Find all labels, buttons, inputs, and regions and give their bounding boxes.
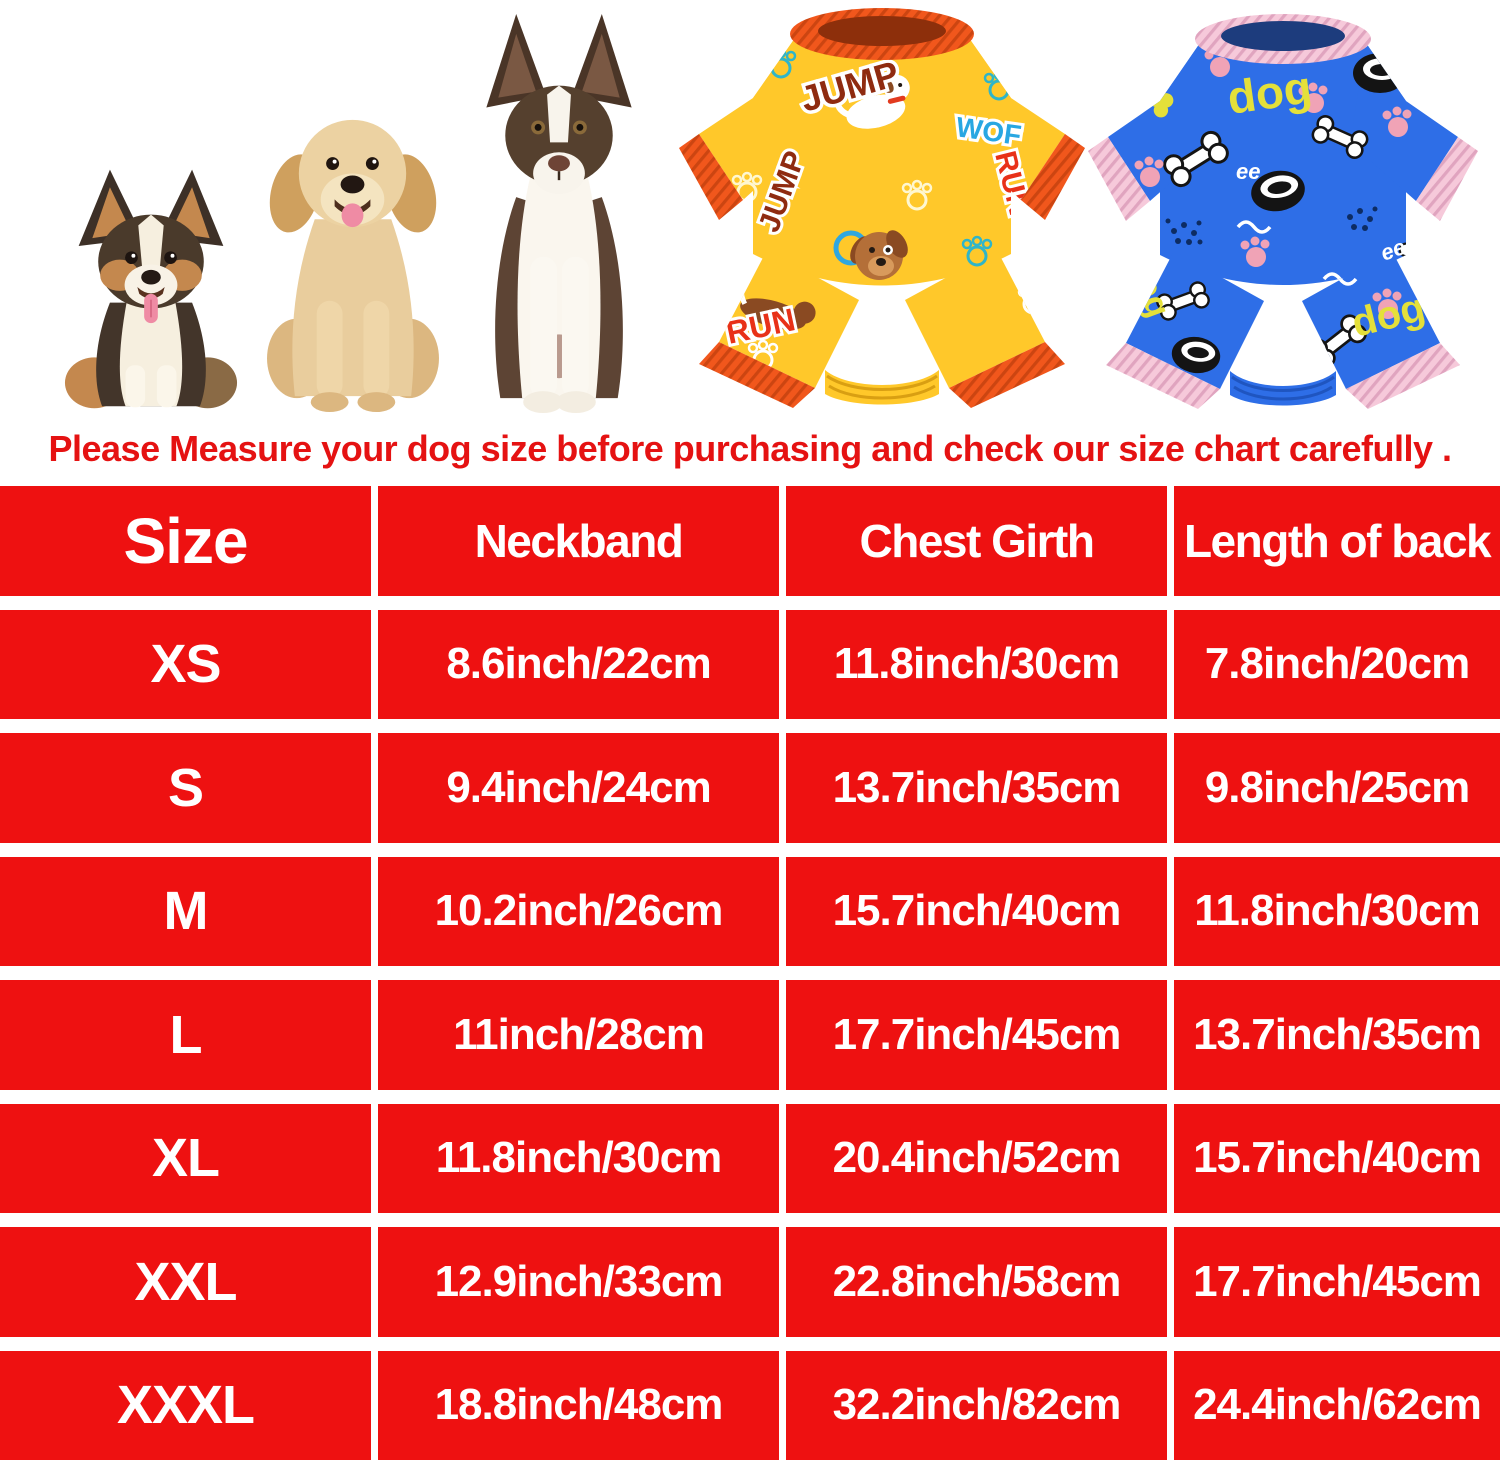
cell-xxxl-neckband: 18.8inch/48cm (378, 1350, 779, 1460)
cell-xl-size: XL (0, 1103, 371, 1213)
cell-xxl-chest: 22.8inch/58cm (786, 1227, 1167, 1337)
measure-notice-text: Please Measure your dog size before purc… (48, 428, 1453, 469)
collie-body (495, 177, 623, 414)
corgi-head (98, 214, 204, 324)
cell-s-chest: 13.7inch/35cm (786, 733, 1167, 843)
border-collie-puppy-photo (486, 13, 632, 414)
cell-xs-neckband: 8.6inch/22cm (378, 609, 779, 719)
blue-pajama-trim (1088, 14, 1478, 409)
cell-l-neckband: 11inch/28cm (378, 980, 779, 1090)
cell-m-chest: 15.7inch/40cm (786, 856, 1167, 966)
golden-retriever-puppy-photo (267, 119, 439, 413)
cell-xxxl-size: XXXL (0, 1350, 371, 1460)
yellow-pajama-trim (679, 8, 1085, 408)
cell-xs-chest: 11.8inch/30cm (786, 609, 1167, 719)
cell-s-neckband: 9.4inch/24cm (378, 733, 779, 843)
blue-pajama-photo: dog dog dog ee ee (1088, 14, 1478, 409)
cell-l-back: 13.7inch/35cm (1174, 980, 1500, 1090)
cell-m-back: 11.8inch/30cm (1174, 856, 1500, 966)
yellow-pajama-photo: JUMP JUMP RUN RUN WOF (679, 8, 1085, 408)
corgi-body (64, 302, 238, 409)
print-text-ee: ee (1236, 159, 1260, 184)
collie-ears (486, 13, 632, 108)
cell-s-back: 9.8inch/25cm (1174, 733, 1500, 843)
cell-xl-back: 15.7inch/40cm (1174, 1103, 1500, 1213)
golden-head (269, 119, 437, 233)
cell-m-size: M (0, 856, 371, 966)
header-size: Size (0, 486, 371, 596)
header-chest-girth: Chest Girth (786, 486, 1167, 596)
print-text-dog: dog (1224, 61, 1315, 124)
cell-xxl-neckband: 12.9inch/33cm (378, 1227, 779, 1337)
cell-xxl-back: 17.7inch/45cm (1174, 1227, 1500, 1337)
cell-xs-size: XS (0, 609, 371, 719)
cell-xxl-size: XXL (0, 1227, 371, 1337)
golden-body (267, 219, 439, 413)
cell-xxxl-chest: 32.2inch/82cm (786, 1350, 1167, 1460)
cell-xl-neckband: 11.8inch/30cm (378, 1103, 779, 1213)
header-length-of-back: Length of back (1174, 486, 1500, 596)
corgi-puppy-photo (64, 169, 238, 409)
size-chart-table: Size Neckband Chest Girth Length of back… (0, 486, 1500, 1460)
blue-pajama-base (1108, 43, 1458, 406)
cell-l-size: L (0, 980, 371, 1090)
yellow-pajama-base (699, 38, 1065, 405)
cell-l-chest: 17.7inch/45cm (786, 980, 1167, 1090)
cell-m-neckband: 10.2inch/26cm (378, 856, 779, 966)
collie-head (505, 85, 613, 195)
header-neckband: Neckband (378, 486, 779, 596)
hero-photos: JUMP JUMP RUN RUN WOF (0, 0, 1500, 420)
cell-s-size: S (0, 733, 371, 843)
cell-xl-chest: 20.4inch/52cm (786, 1103, 1167, 1213)
cell-xs-back: 7.8inch/20cm (1174, 609, 1500, 719)
cell-xxxl-back: 24.4inch/62cm (1174, 1350, 1500, 1460)
